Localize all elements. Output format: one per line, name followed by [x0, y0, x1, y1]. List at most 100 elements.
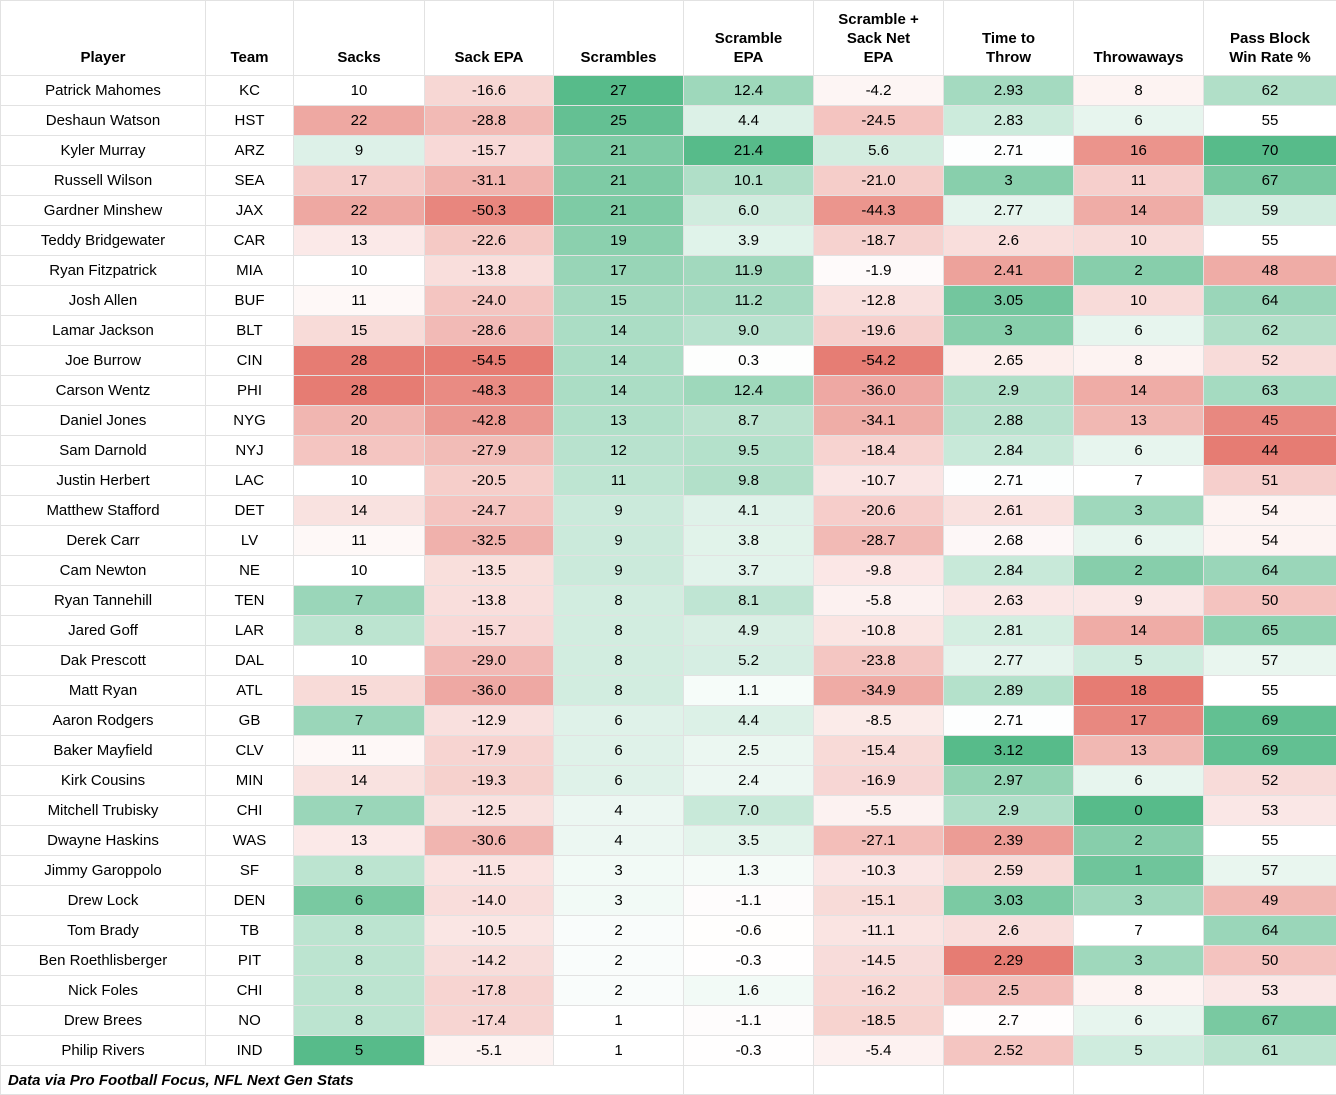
- cell-throwaways: 13: [1074, 736, 1204, 766]
- cell-time_to_throw: 2.84: [944, 436, 1074, 466]
- cell-player: Drew Brees: [1, 1006, 206, 1036]
- cell-team: DAL: [206, 646, 294, 676]
- cell-sack_epa: -15.7: [425, 616, 554, 646]
- cell-sack_epa: -10.5: [425, 916, 554, 946]
- cell-sack_epa: -5.1: [425, 1036, 554, 1066]
- cell-sack_epa: -17.8: [425, 976, 554, 1006]
- cell-scrambles: 27: [554, 76, 684, 106]
- cell-sacks: 6: [294, 886, 425, 916]
- cell-throwaways: 14: [1074, 376, 1204, 406]
- cell-scramble_epa: -0.3: [684, 1036, 814, 1066]
- cell-player: Philip Rivers: [1, 1036, 206, 1066]
- column-header-scramble_epa: Scramble EPA: [684, 1, 814, 76]
- cell-player: Joe Burrow: [1, 346, 206, 376]
- cell-pass_block_win_rate: 52: [1204, 766, 1336, 796]
- cell-scramble_epa: 4.9: [684, 616, 814, 646]
- cell-net_epa: -10.8: [814, 616, 944, 646]
- cell-pass_block_win_rate: 70: [1204, 136, 1336, 166]
- cell-sacks: 9: [294, 136, 425, 166]
- cell-throwaways: 16: [1074, 136, 1204, 166]
- cell-net_epa: -11.1: [814, 916, 944, 946]
- cell-team: LAC: [206, 466, 294, 496]
- cell-throwaways: 7: [1074, 916, 1204, 946]
- cell-sack_epa: -14.0: [425, 886, 554, 916]
- cell-scrambles: 8: [554, 616, 684, 646]
- cell-sack_epa: -42.8: [425, 406, 554, 436]
- empty-footer-cell: [684, 1066, 814, 1095]
- cell-team: HST: [206, 106, 294, 136]
- cell-scramble_epa: 1.1: [684, 676, 814, 706]
- cell-net_epa: -16.2: [814, 976, 944, 1006]
- cell-net_epa: -9.8: [814, 556, 944, 586]
- cell-team: NE: [206, 556, 294, 586]
- cell-scramble_epa: 3.7: [684, 556, 814, 586]
- cell-team: ARZ: [206, 136, 294, 166]
- cell-net_epa: -15.1: [814, 886, 944, 916]
- cell-player: Russell Wilson: [1, 166, 206, 196]
- cell-time_to_throw: 2.93: [944, 76, 1074, 106]
- cell-sacks: 13: [294, 226, 425, 256]
- cell-team: NYJ: [206, 436, 294, 466]
- cell-time_to_throw: 2.7: [944, 1006, 1074, 1036]
- cell-pass_block_win_rate: 50: [1204, 586, 1336, 616]
- cell-time_to_throw: 2.71: [944, 706, 1074, 736]
- cell-time_to_throw: 3.05: [944, 286, 1074, 316]
- cell-team: BLT: [206, 316, 294, 346]
- cell-sacks: 17: [294, 166, 425, 196]
- cell-throwaways: 6: [1074, 106, 1204, 136]
- cell-scrambles: 4: [554, 796, 684, 826]
- cell-net_epa: -15.4: [814, 736, 944, 766]
- cell-sacks: 22: [294, 196, 425, 226]
- cell-team: NYG: [206, 406, 294, 436]
- cell-sack_epa: -22.6: [425, 226, 554, 256]
- cell-throwaways: 14: [1074, 196, 1204, 226]
- cell-net_epa: -10.7: [814, 466, 944, 496]
- column-header-pass_block_win_rate: Pass Block Win Rate %: [1204, 1, 1336, 76]
- column-header-net_epa: Scramble + Sack Net EPA: [814, 1, 944, 76]
- cell-scramble_epa: 7.0: [684, 796, 814, 826]
- cell-time_to_throw: 2.71: [944, 466, 1074, 496]
- cell-time_to_throw: 3: [944, 166, 1074, 196]
- cell-net_epa: -34.1: [814, 406, 944, 436]
- cell-net_epa: -28.7: [814, 526, 944, 556]
- cell-net_epa: -44.3: [814, 196, 944, 226]
- cell-time_to_throw: 2.84: [944, 556, 1074, 586]
- cell-scrambles: 14: [554, 316, 684, 346]
- cell-net_epa: 5.6: [814, 136, 944, 166]
- cell-net_epa: -23.8: [814, 646, 944, 676]
- cell-pass_block_win_rate: 65: [1204, 616, 1336, 646]
- cell-throwaways: 5: [1074, 1036, 1204, 1066]
- cell-sacks: 7: [294, 706, 425, 736]
- cell-sack_epa: -24.0: [425, 286, 554, 316]
- empty-footer-cell: [944, 1066, 1074, 1095]
- cell-scrambles: 21: [554, 166, 684, 196]
- cell-sacks: 18: [294, 436, 425, 466]
- cell-scramble_epa: 1.3: [684, 856, 814, 886]
- cell-scrambles: 1: [554, 1036, 684, 1066]
- cell-scrambles: 21: [554, 196, 684, 226]
- cell-scrambles: 6: [554, 766, 684, 796]
- cell-player: Sam Darnold: [1, 436, 206, 466]
- cell-player: Aaron Rodgers: [1, 706, 206, 736]
- cell-time_to_throw: 2.88: [944, 406, 1074, 436]
- cell-team: LV: [206, 526, 294, 556]
- cell-scramble_epa: 11.9: [684, 256, 814, 286]
- cell-pass_block_win_rate: 67: [1204, 166, 1336, 196]
- cell-team: CHI: [206, 796, 294, 826]
- cell-throwaways: 6: [1074, 436, 1204, 466]
- cell-team: TEN: [206, 586, 294, 616]
- cell-net_epa: -21.0: [814, 166, 944, 196]
- cell-scrambles: 8: [554, 586, 684, 616]
- cell-net_epa: -4.2: [814, 76, 944, 106]
- cell-pass_block_win_rate: 69: [1204, 736, 1336, 766]
